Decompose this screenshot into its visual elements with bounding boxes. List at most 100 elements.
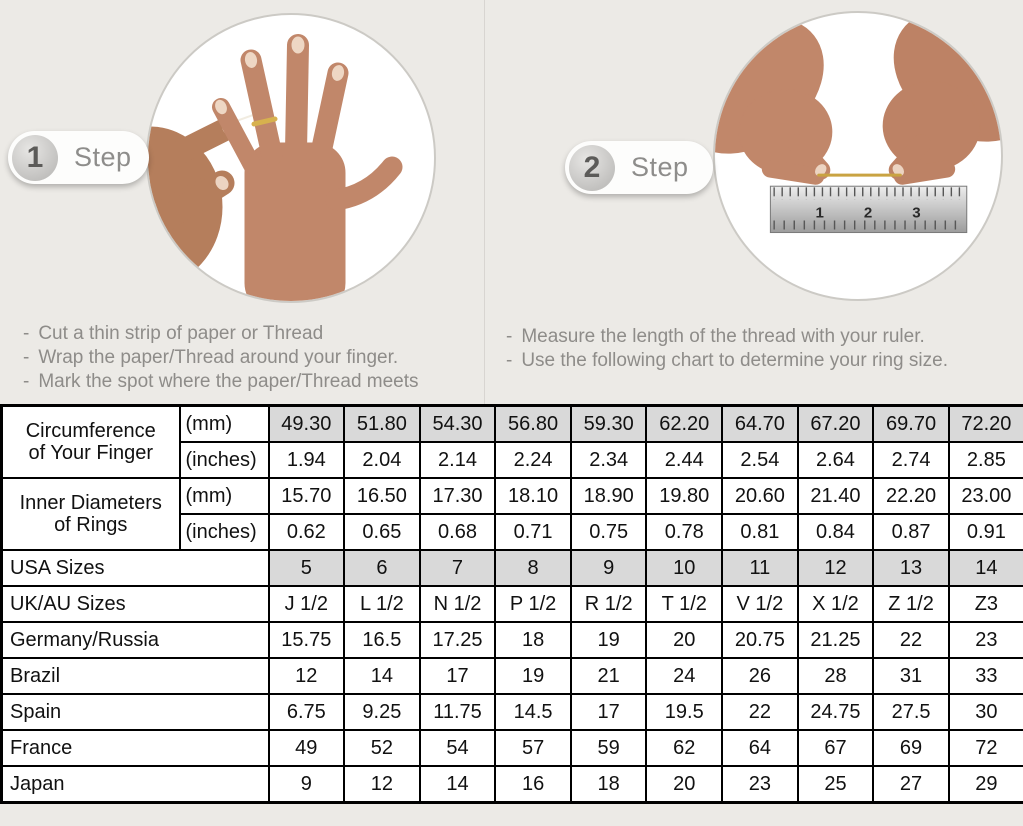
value-cell: 64.70: [721, 404, 799, 443]
value-cell: N 1/2: [418, 585, 497, 623]
value-cell: 33: [947, 657, 1023, 695]
value-cell: 0.62: [267, 513, 346, 551]
value-cell: 0.81: [721, 513, 799, 551]
value-cell: 49: [267, 729, 346, 767]
instruction-line: - Cut a thin strip of paper or Thread: [20, 322, 485, 346]
section-divider: [484, 0, 485, 404]
table-row: (inches) 0.62 0.65 0.68 0.71 0.75 0.78 0.81 0.84…: [2, 513, 1023, 551]
gold-ring: [251, 116, 278, 127]
bullet-dash: -: [23, 371, 30, 392]
value-cell: 28: [796, 657, 875, 695]
value-cell: 0.78: [645, 513, 724, 551]
value-cell: 11: [721, 549, 799, 587]
row-label: USA Sizes: [0, 549, 270, 587]
hands-measuring-ruler-illustration: 1 2 3: [715, 13, 1001, 234]
table-row: Brazil 12 14 17 19 21 24 26 28 31 33: [0, 657, 1023, 695]
value-cell: Z 1/2: [872, 585, 950, 623]
value-cell: 69.70: [872, 404, 950, 443]
ruler-number: 1: [816, 204, 824, 221]
value-cell: 23: [947, 621, 1023, 659]
value-cell: 12: [343, 765, 421, 804]
value-cell: Z3: [947, 585, 1023, 623]
value-cell: 10: [645, 549, 724, 587]
value-cell: 5: [267, 549, 346, 587]
value-cell: 14: [947, 549, 1023, 587]
value-cell: 20.75: [721, 621, 799, 659]
value-cell: 16: [494, 765, 572, 804]
value-cell: 21: [569, 657, 648, 695]
value-cell: 17.30: [418, 477, 497, 515]
value-cell: 19: [569, 621, 648, 659]
value-cell: 0.68: [418, 513, 497, 551]
value-cell: 17: [418, 657, 497, 695]
ring-size-table-body: Circumference of Your Finger (mm) 49.30 51.…: [0, 404, 1023, 804]
value-cell: 20: [645, 621, 724, 659]
step1-badge: 1 Step: [8, 131, 149, 184]
step1-instructions: - Cut a thin strip of paper or Thread - …: [20, 322, 485, 394]
value-cell: 29: [947, 765, 1023, 804]
table-row: Japan 9 12 14 16 18 20 23 25 27 29: [0, 765, 1023, 804]
ruler: 1 2 3: [769, 185, 968, 234]
row-label: Germany/Russia: [0, 621, 270, 659]
ruler-number: 3: [912, 204, 920, 221]
value-cell: J 1/2: [267, 585, 346, 623]
value-cell: 15.75: [267, 621, 346, 659]
value-cell: 9: [267, 765, 346, 804]
row-label: Brazil: [0, 657, 270, 695]
value-cell: 7: [418, 549, 497, 587]
table-row: USA Sizes 5 6 7 8 9 10 11 12 13 14: [0, 549, 1023, 587]
table-row: France 49 52 54 57 59 62 64 67 69 72: [0, 729, 1023, 767]
value-cell: 24: [645, 657, 724, 695]
step2-photo: 1 2 3: [713, 11, 1003, 301]
value-cell: 56.80: [494, 404, 572, 443]
step1-number: 1: [12, 134, 58, 181]
value-cell: 19.80: [645, 477, 724, 515]
value-cell: 20.60: [721, 477, 799, 515]
value-cell: 8: [494, 549, 572, 587]
table-row: Germany/Russia 15.75 16.5 17.25 18 19 20 20.75 2…: [0, 621, 1023, 659]
value-cell: 30: [947, 693, 1023, 731]
unit-cell: (inches): [178, 441, 270, 479]
value-cell: 67: [796, 729, 875, 767]
ruler-number: 2: [864, 204, 872, 221]
value-cell: 25: [796, 765, 875, 804]
table-row: Spain 6.75 9.25 11.75 14.5 17 19.5 22 24.75 27.5 3…: [0, 693, 1023, 731]
step2-instructions: - Measure the length of the thread with …: [503, 325, 1018, 373]
value-cell: 12: [796, 549, 875, 587]
ring-size-table: Circumference of Your Finger (mm) 49.30 51.…: [0, 404, 1023, 804]
value-cell: 0.84: [796, 513, 875, 551]
step2-label: Step: [631, 152, 689, 182]
value-cell: 17: [569, 693, 648, 731]
value-cell: 14: [418, 765, 497, 804]
value-cell: 0.65: [343, 513, 421, 551]
value-cell: 22: [721, 693, 799, 731]
value-cell: 11.75: [418, 693, 497, 731]
value-cell: 16.5: [343, 621, 421, 659]
row-group-label: Inner Diameters of Rings: [0, 477, 181, 551]
value-cell: 26: [721, 657, 799, 695]
row-label: UK/AU Sizes: [0, 585, 270, 623]
value-cell: 27.5: [872, 693, 950, 731]
value-cell: 18: [494, 621, 572, 659]
value-cell: 31: [872, 657, 950, 695]
instruction-text: Cut a thin strip of paper or Thread: [38, 323, 324, 344]
unit-cell: (mm): [178, 477, 270, 515]
value-cell: 2.14: [418, 441, 497, 479]
value-cell: 19: [494, 657, 572, 695]
instruction-line: - Mark the spot where the paper/Thread m…: [20, 370, 485, 394]
instruction-text: Measure the length of the thread with yo…: [521, 326, 925, 347]
value-cell: 18.90: [569, 477, 648, 515]
value-cell: P 1/2: [494, 585, 572, 623]
value-cell: 0.71: [494, 513, 572, 551]
value-cell: 6.75: [267, 693, 346, 731]
row-label: France: [0, 729, 270, 767]
value-cell: 21.40: [796, 477, 875, 515]
value-cell: 23: [721, 765, 799, 804]
bullet-dash: -: [23, 347, 30, 368]
value-cell: 14.5: [494, 693, 572, 731]
value-cell: 12: [267, 657, 346, 695]
value-cell: 62: [645, 729, 724, 767]
value-cell: 72.20: [947, 404, 1023, 443]
value-cell: V 1/2: [721, 585, 799, 623]
value-cell: 72: [947, 729, 1023, 767]
